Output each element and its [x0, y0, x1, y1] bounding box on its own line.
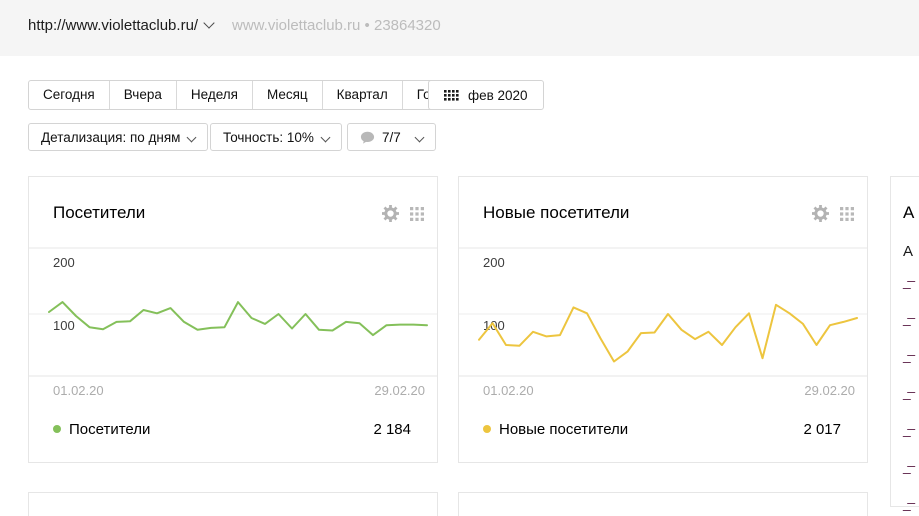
calendar-grid-icon	[444, 89, 459, 101]
widget-header-icons	[382, 205, 424, 222]
period-button-month[interactable]: Месяц	[253, 81, 323, 109]
partial-list-item[interactable]	[902, 466, 916, 474]
legend-label: Посетители	[69, 420, 151, 438]
widget-header-icons	[812, 205, 854, 222]
legend-dot-yellow	[483, 425, 491, 433]
chevron-down-icon	[320, 132, 331, 142]
period-button-today[interactable]: Сегодня	[29, 81, 110, 109]
drag-handle-grid-icon[interactable]	[410, 206, 424, 221]
drag-handle-grid-icon[interactable]	[840, 206, 854, 221]
partial-list-item[interactable]	[902, 355, 916, 363]
counter-site-id: www.violettaclub.ru • 23864320	[232, 17, 441, 34]
legend-row[interactable]: Посетители 2 184	[53, 419, 411, 439]
chevron-down-icon	[203, 17, 215, 29]
x-axis-end-date: 29.02.20	[804, 383, 855, 398]
y-axis-tick-200: 200	[483, 255, 505, 270]
x-axis-start-date: 01.02.20	[483, 383, 534, 398]
partial-list-item[interactable]	[902, 503, 916, 511]
speech-bubble-icon	[360, 131, 375, 144]
comments-dropdown[interactable]: 7/7	[347, 123, 436, 151]
y-axis-tick-100: 100	[53, 318, 75, 333]
widget-card-bottom-right	[458, 492, 868, 516]
widget-card-visitors: Посетители	[28, 176, 438, 463]
legend-dot-green	[53, 425, 61, 433]
x-axis-end-date: 29.02.20	[374, 383, 425, 398]
comments-count-label: 7/7	[382, 129, 401, 145]
legend-label: Новые посетители	[499, 420, 629, 438]
legend-row[interactable]: Новые посетители 2 017	[483, 419, 841, 439]
partial-widget-subtitle: А	[903, 243, 914, 260]
detalization-dropdown[interactable]: Детализация: по дням	[28, 123, 209, 151]
calendar-range-button[interactable]: фев 2020	[428, 80, 544, 110]
visitors-line-chart[interactable]	[29, 241, 437, 381]
widget-card-bottom-left	[28, 492, 438, 516]
period-button-quarter[interactable]: Квартал	[323, 81, 403, 109]
detalization-label: Детализация: по дням	[41, 129, 181, 145]
legend-total-value: 2 184	[373, 420, 411, 438]
period-button-week[interactable]: Неделя	[177, 81, 253, 109]
widget-title: Посетители	[53, 203, 146, 222]
period-segmented-control: Сегодня Вчера Неделя Месяц Квартал Год	[28, 80, 454, 110]
partial-list-item[interactable]	[902, 392, 916, 400]
widget-card-new-visitors: Новые посетители	[458, 176, 868, 463]
top-bar: http://www.violettaclub.ru/ www.violetta…	[0, 0, 919, 56]
gear-icon[interactable]	[382, 205, 399, 222]
widget-card-partial: А А	[890, 176, 919, 511]
counter-url-label: http://www.violettaclub.ru/	[28, 17, 199, 34]
counter-url-dropdown[interactable]: http://www.violettaclub.ru/	[28, 17, 215, 34]
chevron-down-icon	[414, 132, 425, 142]
partial-widget-title: А	[903, 203, 915, 222]
chevron-down-icon	[186, 132, 197, 142]
calendar-range-label: фев 2020	[468, 87, 528, 103]
period-button-yesterday[interactable]: Вчера	[110, 81, 177, 109]
partial-list-item[interactable]	[902, 318, 916, 326]
new-visitors-line-chart[interactable]	[459, 241, 867, 381]
widget-title: Новые посетители	[483, 203, 630, 222]
partial-list-item[interactable]	[902, 429, 916, 437]
accuracy-dropdown[interactable]: Точность: 10%	[210, 123, 342, 151]
accuracy-label: Точность: 10%	[223, 129, 314, 145]
legend-total-value: 2 017	[803, 420, 841, 438]
gear-icon[interactable]	[812, 205, 829, 222]
x-axis-start-date: 01.02.20	[53, 383, 104, 398]
y-axis-tick-200: 200	[53, 255, 75, 270]
partial-list-item[interactable]	[902, 281, 916, 289]
